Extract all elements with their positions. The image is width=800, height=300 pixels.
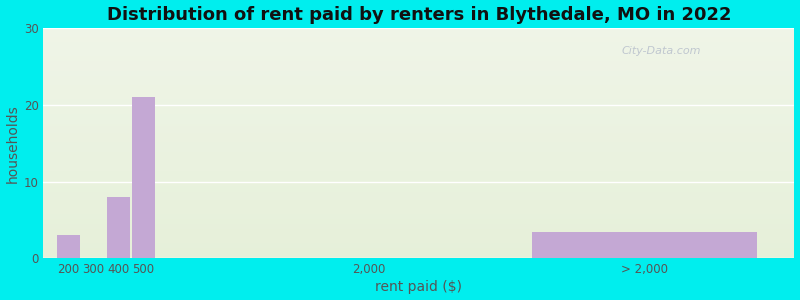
X-axis label: rent paid ($): rent paid ($) [375,280,462,294]
Bar [107,197,130,258]
Bar [58,236,80,258]
Y-axis label: households: households [6,104,19,182]
Title: Distribution of rent paid by renters in Blythedale, MO in 2022: Distribution of rent paid by renters in … [106,6,731,24]
Bar [531,232,757,258]
Text: City-Data.com: City-Data.com [622,46,702,56]
Bar [132,97,155,258]
